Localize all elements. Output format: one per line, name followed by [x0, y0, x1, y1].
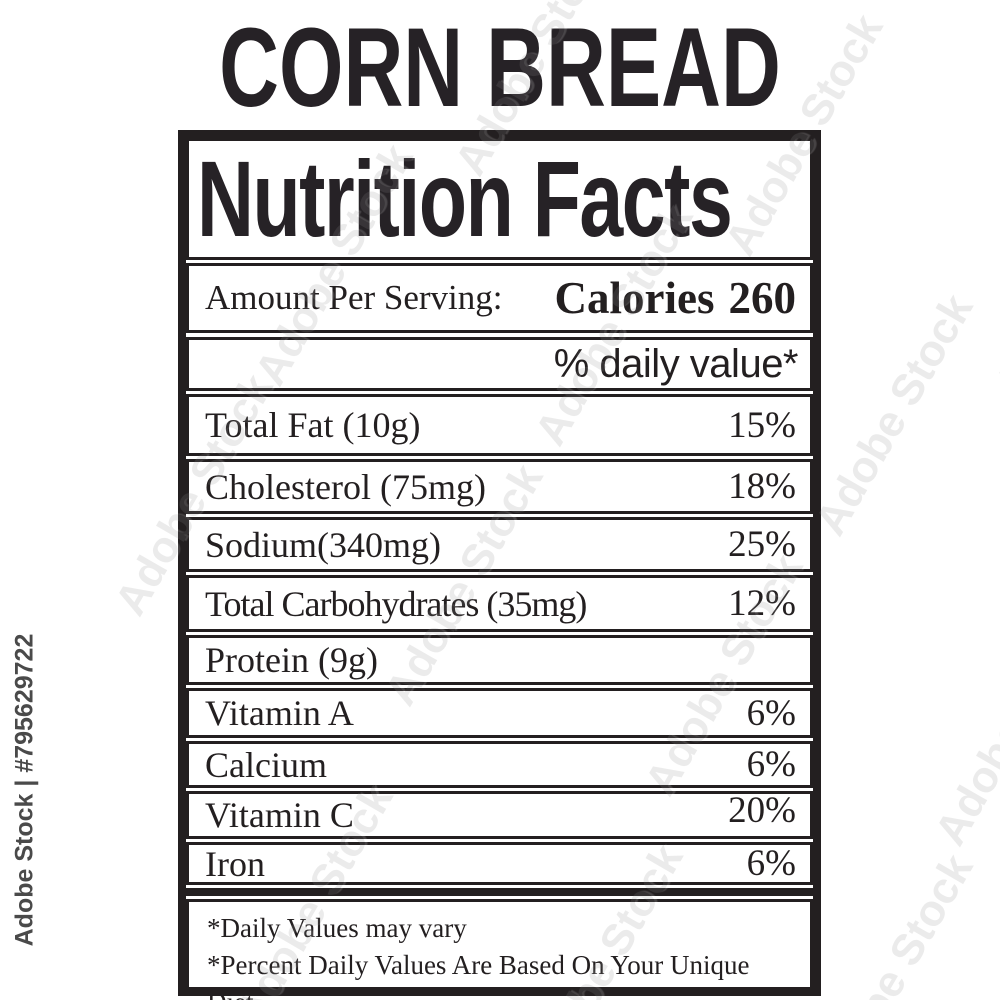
nutrient-row-iron: Iron 6%: [186, 842, 813, 885]
nutrition-label: Nutrition Facts Amount Per Serving: Calo…: [178, 130, 821, 1000]
nutrient-row-cholesterol: Cholesterol (75mg) 18%: [186, 459, 813, 514]
adobe-stock-watermark: Adobe Stock: [805, 286, 983, 544]
adobe-stock-watermark: Adobe Stock: [985, 146, 1000, 404]
calories-label: Calories: [554, 273, 715, 323]
nutrient-label: Vitamin A: [205, 693, 354, 733]
footnote-line: *Percent Daily Values Are Based On Your …: [207, 950, 750, 1000]
nutrient-label: Protein (9g): [205, 640, 378, 680]
nutrient-label: Calcium: [205, 744, 327, 785]
page-title: CORN BREAD: [219, 5, 781, 130]
nutrient-label: Cholesterol (75mg): [205, 466, 486, 507]
nutrient-row-carbohydrates: Total Carbohydrates (35mg) 12%: [186, 575, 813, 632]
nutrient-row-sodium: Sodium(340mg) 25%: [186, 517, 813, 572]
nutrient-value: 15%: [728, 404, 796, 446]
nutrient-row-calcium: Calcium 6%: [186, 741, 813, 788]
daily-value-header-row: % daily value*: [186, 337, 813, 391]
nutrient-label: Iron: [205, 843, 265, 884]
nutrient-value: 18%: [728, 466, 796, 507]
nutrient-label: Sodium(340mg): [205, 524, 442, 565]
nutrient-value: 6%: [746, 744, 796, 785]
nutrient-value: 6%: [746, 692, 796, 734]
nutrient-row-protein: Protein (9g): [186, 635, 813, 685]
adobe-stock-watermark: Adobe Stock: [925, 596, 1000, 854]
nutrient-row-total-fat: Total Fat (10g) 15%: [186, 394, 813, 456]
nutrient-row-vitamin-c: Vitamin C 20%: [186, 791, 813, 839]
nutrition-facts-heading-text: Nutrition Facts: [197, 138, 733, 259]
nutrition-facts-heading: Nutrition Facts: [186, 138, 813, 260]
nutrient-value: 12%: [728, 583, 796, 624]
serving-row: Amount Per Serving: Calories 260: [186, 263, 813, 333]
nutrient-row-vitamin-a: Vitamin A 6%: [186, 688, 813, 738]
nutrient-value: 20%: [728, 790, 796, 831]
calories-number: 260: [728, 273, 797, 323]
daily-value-header: % daily value*: [553, 341, 799, 386]
stock-id-watermark: Adobe Stock | #795629722: [10, 633, 39, 947]
nutrient-value: 25%: [728, 524, 796, 565]
footer-divider: [186, 888, 813, 896]
footnotes: *Daily Values may vary *Percent Daily Va…: [186, 899, 813, 1000]
amount-per-serving-label: Amount Per Serving:: [205, 278, 503, 317]
nutrient-label: Vitamin C: [205, 795, 354, 835]
nutrient-label: Total Carbohydrates (35mg): [205, 583, 587, 624]
adobe-stock-watermark: Adobe Stock: [805, 846, 983, 1000]
calories-value: Calories 260: [555, 272, 796, 324]
footnote-line: *Daily Values may vary: [207, 913, 467, 943]
nutrient-label: Total Fat (10g): [205, 405, 421, 445]
nutrient-value: 6%: [746, 843, 796, 884]
